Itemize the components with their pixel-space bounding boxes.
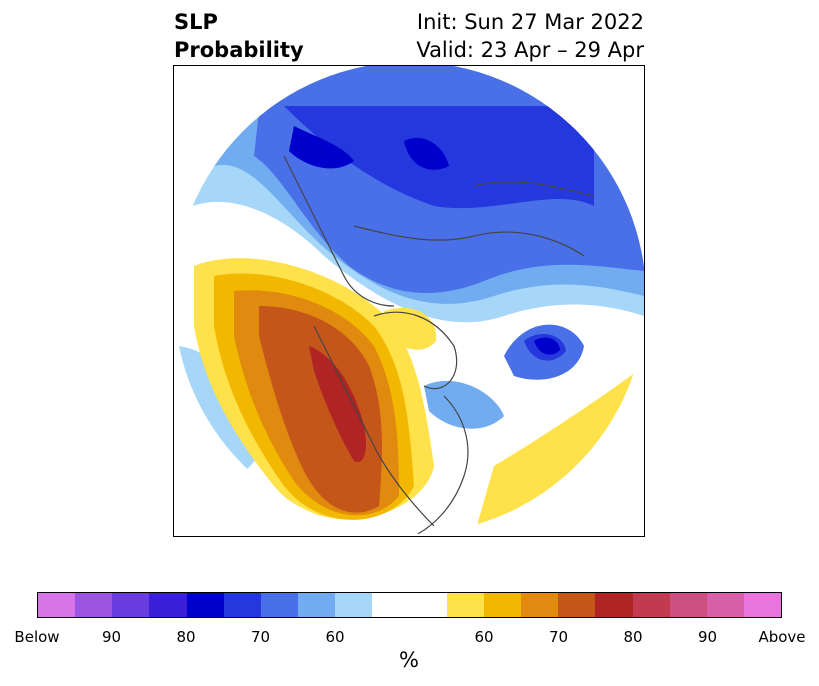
colorbar-tick-label: 60 xyxy=(474,628,494,646)
colorbar-tick-label: 60 xyxy=(325,628,345,646)
colorbar-segment xyxy=(446,593,484,617)
valid-range: Valid: 23 Apr – 29 Apr xyxy=(416,38,644,62)
colorbar-segment xyxy=(298,593,336,617)
colorbar-segment xyxy=(706,593,744,617)
colorbar-segment xyxy=(186,593,224,617)
colorbar-tick-label: 90 xyxy=(101,628,122,646)
colorbar-segment xyxy=(335,593,373,617)
colorbar-segment xyxy=(112,593,150,617)
coastlines xyxy=(283,155,595,534)
colorbar-segment xyxy=(223,593,261,617)
colorbar-segment xyxy=(669,593,707,617)
colorbar-segment xyxy=(409,593,447,617)
valid-period: Init: Sun 27 Mar 2022 Valid: 23 Apr – 29… xyxy=(416,8,644,64)
colorbar-tick-label: Below xyxy=(14,628,60,646)
colorbar-segment xyxy=(558,593,596,617)
init-date: Init: Sun 27 Mar 2022 xyxy=(416,10,644,34)
map-panel xyxy=(173,65,645,537)
colorbar-segment xyxy=(521,593,559,617)
colorbar-segment xyxy=(75,593,113,617)
colorbar-tick-label: Above xyxy=(758,628,806,646)
colorbar-segment xyxy=(483,593,522,617)
colorbar-segment xyxy=(632,593,670,617)
colorbar-segment xyxy=(372,593,410,617)
colorbar-unit-label: % xyxy=(399,648,419,672)
probability-map xyxy=(174,66,644,534)
colorbar-tick-label: 70 xyxy=(250,628,271,646)
title-line-2: Probability xyxy=(174,38,304,62)
colorbar xyxy=(37,592,782,618)
title-line-1: SLP xyxy=(174,10,218,34)
colorbar-segment xyxy=(38,593,76,617)
colorbar-segment xyxy=(260,593,299,617)
probability-field xyxy=(174,66,644,534)
colorbar-segment xyxy=(595,593,633,617)
colorbar-tick-label: 70 xyxy=(548,628,569,646)
colorbar-tick-label: 80 xyxy=(623,628,643,646)
colorbar-segment xyxy=(743,593,782,617)
map-title: SLP Probability xyxy=(174,8,304,64)
colorbar-tick-label: 80 xyxy=(176,628,196,646)
colorbar-segment xyxy=(149,593,187,617)
colorbar-tick-label: 90 xyxy=(697,628,718,646)
